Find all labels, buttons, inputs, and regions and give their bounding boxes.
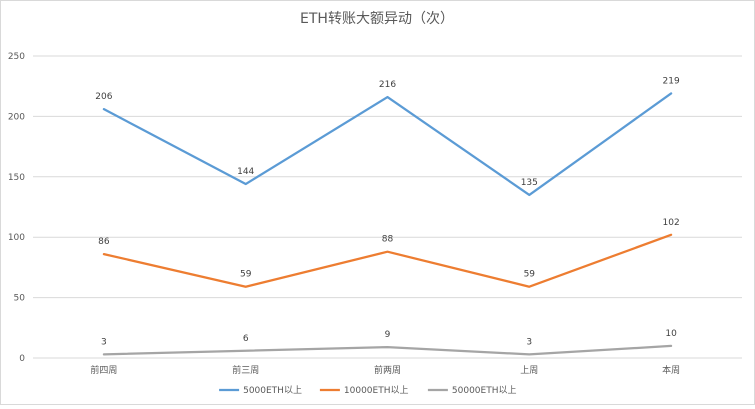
legend-item-1: 10000ETH以上 <box>319 385 409 396</box>
y-tick-label: 100 <box>8 233 25 243</box>
data-label: 9 <box>385 330 391 340</box>
data-label: 86 <box>98 237 110 247</box>
legend-label: 50000ETH以上 <box>452 385 517 396</box>
data-label: 88 <box>382 235 394 245</box>
data-label: 10 <box>665 329 677 339</box>
data-label: 219 <box>663 76 680 86</box>
data-label: 216 <box>379 80 396 90</box>
x-tick-label: 前两周 <box>374 364 401 376</box>
legend: 5000ETH以上 10000ETH以上 50000ETH以上 <box>219 385 516 396</box>
series-line-1 <box>102 233 673 288</box>
x-tick-label: 上周 <box>520 365 538 376</box>
chart-title: ETH转账大额异动（次） <box>300 11 454 27</box>
x-tick-label: 前四周 <box>90 364 117 376</box>
y-tick-label: 150 <box>8 173 25 183</box>
data-labels: 206 144 216 135 219 86 59 88 59 102 3 6 9 3 10 <box>95 76 680 347</box>
data-label: 59 <box>524 270 536 280</box>
x-tick-label: 前三周 <box>232 364 259 376</box>
legend-item-0: 5000ETH以上 <box>219 385 302 396</box>
legend-label: 10000ETH以上 <box>344 385 409 396</box>
y-tick-label: 200 <box>8 112 25 122</box>
series-lines <box>102 92 673 356</box>
series-line-2 <box>102 344 673 356</box>
data-label: 3 <box>101 337 107 347</box>
data-label: 102 <box>663 218 680 228</box>
data-label: 3 <box>526 337 532 347</box>
y-tick-label: 0 <box>19 354 25 364</box>
data-label: 135 <box>521 178 538 188</box>
data-label: 6 <box>243 334 249 344</box>
legend-item-2: 50000ETH以上 <box>427 385 517 396</box>
gridlines <box>33 55 742 359</box>
legend-label: 5000ETH以上 <box>243 385 302 396</box>
data-label: 206 <box>95 92 112 102</box>
x-tick-label: 本周 <box>662 364 680 376</box>
data-label: 144 <box>237 167 254 177</box>
y-axis-ticks: 0 50 100 150 200 250 <box>8 52 25 364</box>
y-tick-label: 50 <box>14 294 26 304</box>
y-tick-label: 250 <box>8 52 25 62</box>
data-label: 59 <box>240 270 252 280</box>
x-axis-ticks: 前四周 前三周 前两周 上周 本周 <box>90 364 680 376</box>
series-line-0 <box>102 92 673 197</box>
